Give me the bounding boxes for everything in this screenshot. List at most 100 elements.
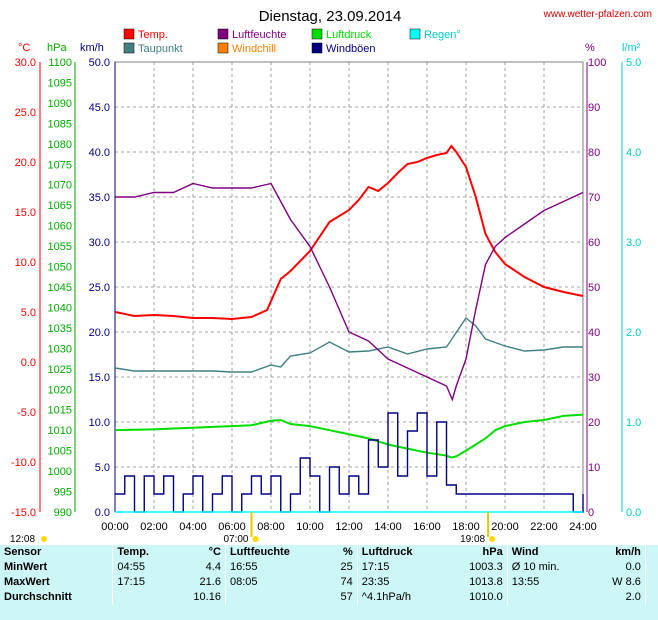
rain_lm2-tick-label: 1.0 xyxy=(626,417,641,429)
legend-label: Windchill xyxy=(232,43,276,55)
humidity-max-value: 74 xyxy=(340,576,353,588)
rain_lm2-tick-label: 2.0 xyxy=(626,327,641,339)
temp-avg-time xyxy=(112,590,173,605)
row-label: MaxWert xyxy=(4,576,50,588)
header-wind-unit: km/h xyxy=(615,546,641,558)
x-tick-label: 04:00 xyxy=(179,521,207,533)
stats-row-max: MaxWert 17:15 21.6 08:05 74 23:35 1013.8… xyxy=(0,575,658,590)
pressure_hpa-tick-label: 1030 xyxy=(48,343,72,355)
x-tick-label: 02:00 xyxy=(140,521,168,533)
wind_kmh-tick-label: 25.0 xyxy=(89,282,110,294)
series-taupunkt xyxy=(114,316,583,373)
wind_kmh-tick-label: 50.0 xyxy=(89,57,110,69)
pressure_hpa-tick-label: 1005 xyxy=(48,446,72,458)
humidity_pct-tick-label: 100 xyxy=(588,57,606,69)
wind_kmh-tick-label: 20.0 xyxy=(89,327,110,339)
header-wind: Wind xyxy=(506,545,591,560)
legend-swatch xyxy=(217,42,229,54)
pressure_hpa-tick-label: 990 xyxy=(54,507,72,519)
unit-lm2: l/m² xyxy=(622,42,641,54)
x-tick-label: 18:00 xyxy=(452,521,480,533)
stats-row-min: MinWert 04:55 4.4 16:55 25 17:15 1003.3 … xyxy=(0,560,658,575)
x-tick-label: 06:00 xyxy=(218,521,246,533)
wind-avg-time xyxy=(506,590,591,605)
wind_kmh-tick-label: 10.0 xyxy=(89,417,110,429)
pressure-max-value: 1013.8 xyxy=(469,576,503,588)
humidity_pct-tick-label: 40 xyxy=(588,327,600,339)
humidity_pct-tick-label: 90 xyxy=(588,102,600,114)
humidity_pct-tick-label: 70 xyxy=(588,192,600,204)
wind_kmh-tick-label: 30.0 xyxy=(89,237,110,249)
humidity_pct-tick-label: 50 xyxy=(588,282,600,294)
rain_lm2-tick-label: 0.0 xyxy=(626,507,641,519)
legend-swatch xyxy=(311,28,323,40)
row-label: Durchschnitt xyxy=(4,591,72,603)
temp_c-tick-label: -15.0 xyxy=(11,507,36,519)
temp-max-time: 17:15 xyxy=(112,575,173,590)
temp_c-tick-label: 30.0 xyxy=(15,57,36,69)
wind-avg-value: 2.0 xyxy=(625,591,641,603)
header-pressure: Luftdruck xyxy=(356,545,445,560)
pressure_hpa-tick-label: 1000 xyxy=(48,466,72,478)
pressure_hpa-tick-label: 1075 xyxy=(48,159,72,171)
statistics-table: Sensor Temp. °C Luftfeuchte % Luftdruck … xyxy=(0,545,658,620)
moon-icon xyxy=(41,536,47,542)
weather-chart: Dienstag, 23.09.2014 www.wetter-pfalzen.… xyxy=(10,8,652,545)
unit-celsius: °C xyxy=(18,42,30,54)
x-tick-label: 14:00 xyxy=(374,521,402,533)
pressure_hpa-tick-label: 1085 xyxy=(48,118,72,130)
stats-header-row: Sensor Temp. °C Luftfeuchte % Luftdruck … xyxy=(0,545,658,560)
x-tick-label: 16:00 xyxy=(413,521,441,533)
x-tick-label: 22:00 xyxy=(530,521,558,533)
humidity_pct-tick-label: 30 xyxy=(588,372,600,384)
sunset-time: 19:08 xyxy=(460,534,485,545)
temp_c-tick-label: -5.0 xyxy=(17,407,36,419)
unit-kmh: km/h xyxy=(80,42,104,54)
legend-label: Windböen xyxy=(326,43,376,55)
temp_c-tick-label: 20.0 xyxy=(15,157,36,169)
pressure_hpa-tick-label: 1020 xyxy=(48,384,72,396)
sun-icon xyxy=(489,536,496,542)
header-sensor: Sensor xyxy=(4,546,42,558)
temp-min-time: 04:55 xyxy=(112,560,173,575)
wind-max-time: 13:55 xyxy=(506,575,591,590)
pressure_hpa-tick-label: 1045 xyxy=(48,282,72,294)
humidity-min-time: 16:55 xyxy=(224,560,327,575)
site-url: www.wetter-pfalzen.com xyxy=(543,9,652,20)
humidity_pct-tick-label: 60 xyxy=(588,237,600,249)
x-tick-label: 20:00 xyxy=(491,521,519,533)
unit-percent: % xyxy=(585,42,595,54)
humidity-avg-value: 57 xyxy=(340,591,353,603)
pressure_hpa-tick-label: 1025 xyxy=(48,364,72,376)
humidity_pct-tick-label: 10 xyxy=(588,462,600,474)
pressure-trend: ^4.1hPa/h xyxy=(356,590,445,605)
wind_kmh-tick-label: 45.0 xyxy=(89,102,110,114)
pressure-avg-value: 1010.0 xyxy=(469,591,503,603)
row-label: MinWert xyxy=(4,561,48,573)
legend-label: Luftdruck xyxy=(326,29,372,41)
humidity-min-value: 25 xyxy=(340,561,353,573)
temp_c-tick-label: 25.0 xyxy=(15,107,36,119)
pressure_hpa-tick-label: 1065 xyxy=(48,200,72,212)
temp_c-tick-label: 5.0 xyxy=(21,307,36,319)
legend-swatch xyxy=(123,28,135,40)
legend-swatch xyxy=(217,28,229,40)
pressure_hpa-tick-label: 1055 xyxy=(48,241,72,253)
pressure_hpa-tick-label: 1095 xyxy=(48,77,72,89)
legend: Temp. Luftfeuchte Luftdruck Regen° Taupunkt W… xyxy=(123,28,461,55)
sun-icon xyxy=(252,536,259,542)
rain_lm2-tick-label: 5.0 xyxy=(626,57,641,69)
legend-swatch xyxy=(409,28,421,40)
legend-label: Luftfeuchte xyxy=(232,29,286,41)
pressure_hpa-tick-label: 1035 xyxy=(48,323,72,335)
unit-hpa: hPa xyxy=(47,42,67,54)
rain_lm2-tick-label: 4.0 xyxy=(626,147,641,159)
wind_kmh-tick-label: 0.0 xyxy=(95,507,110,519)
left-time-label: 12:08 xyxy=(10,534,35,545)
pressure_hpa-tick-label: 1090 xyxy=(48,98,72,110)
pressure_hpa-tick-label: 1080 xyxy=(48,139,72,151)
stats-row-avg: Durchschnitt 10.16 57 ^4.1hPa/h 1010.0 2… xyxy=(0,590,658,605)
header-temp: Temp. xyxy=(112,545,173,560)
rain_lm2-tick-label: 3.0 xyxy=(626,237,641,249)
wind_kmh-tick-label: 40.0 xyxy=(89,147,110,159)
